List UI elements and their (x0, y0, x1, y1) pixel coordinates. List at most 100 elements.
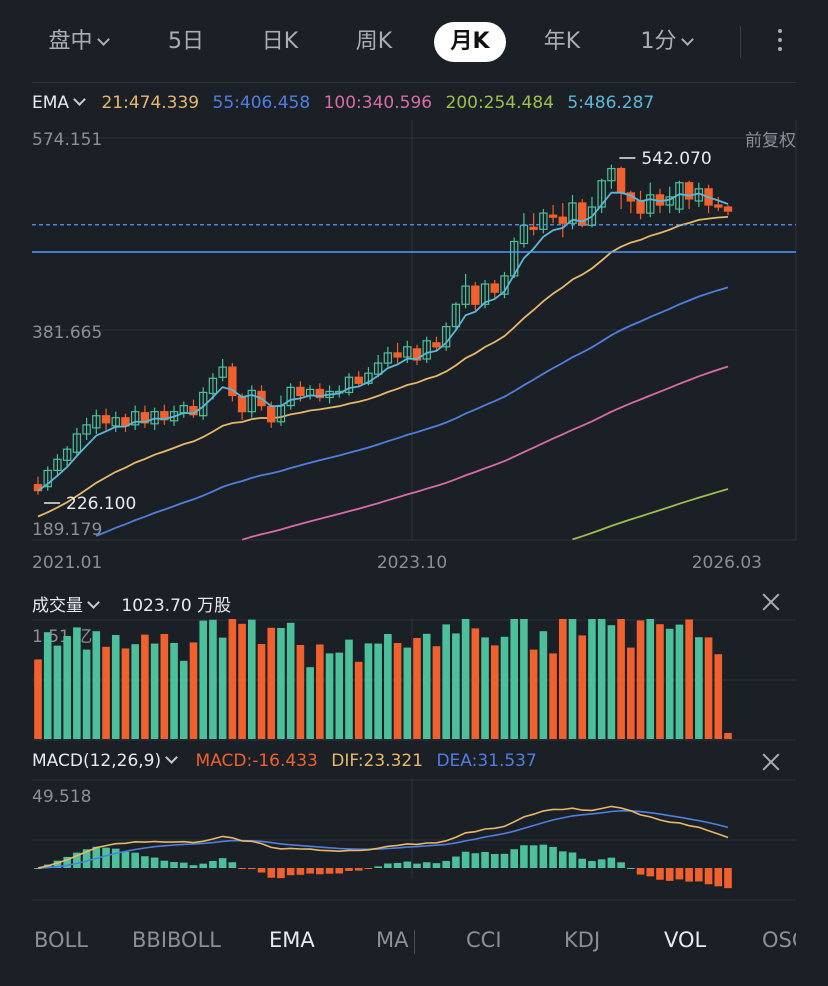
volume-bar (481, 637, 489, 739)
macd-bar (403, 861, 412, 868)
tab-osc[interactable]: OSC (762, 928, 796, 952)
tab-boll[interactable]: BOLL (34, 928, 88, 952)
tab-bbiboll[interactable]: BBIBOLL (132, 928, 221, 952)
macd-bar (617, 862, 625, 868)
volume-bar (228, 619, 237, 739)
volume-bar (92, 631, 101, 739)
candle (714, 204, 723, 208)
macd-bar (675, 868, 684, 880)
ema-indicator-header: EMA 21:474.339 55:406.458 100:340.596 20… (32, 93, 654, 113)
macd-bar (150, 857, 159, 868)
volume-bar (345, 639, 353, 739)
volume-bar (636, 620, 645, 739)
volume-bar (53, 645, 62, 739)
macd-bar (549, 846, 557, 868)
volume-bar (189, 642, 198, 739)
more-icon[interactable] (770, 24, 790, 60)
tab-intraday[interactable]: 盘中 (36, 22, 120, 62)
macd-bar (452, 856, 460, 868)
candle (558, 216, 567, 224)
candle (286, 386, 295, 407)
candle (373, 362, 383, 375)
tab-weekly-k[interactable]: 周K (355, 29, 393, 54)
macd-bar (432, 863, 441, 868)
macd-bar (539, 844, 548, 868)
tab-1min[interactable]: 1分 (626, 22, 706, 62)
volume-bar (704, 637, 713, 739)
macd-chart[interactable]: 49.518 (0, 778, 828, 902)
volume-bar (354, 661, 363, 739)
tab-cci[interactable]: CCI (466, 928, 502, 952)
macd-bar (92, 846, 101, 868)
volume-bar (646, 619, 655, 739)
ema-selector[interactable]: EMA (32, 93, 86, 113)
candle (228, 366, 237, 397)
tab-yearly-k[interactable]: 年K (543, 29, 581, 54)
macd-bar (170, 862, 178, 868)
volume-bar (248, 619, 256, 739)
macd-bar (286, 868, 295, 876)
candle (101, 415, 111, 424)
volume-bar (597, 619, 606, 739)
dif-value: DIF:23.321 (331, 751, 424, 771)
macd-bar (665, 868, 674, 881)
candlestick-chart[interactable]: 574.151 381.665 189.179 前复权 542.070 226.100 20… (0, 120, 828, 580)
high-label: 542.070 (641, 149, 711, 169)
macd-bar (354, 868, 363, 871)
y-axis-label: 574.151 (32, 130, 102, 150)
volume-bar (209, 619, 217, 739)
tab-ema[interactable]: EMA (269, 928, 315, 952)
macd-bar (160, 860, 169, 868)
candle (208, 377, 218, 395)
macd-bar (345, 868, 353, 871)
volume-bar (316, 644, 324, 739)
candle (393, 352, 402, 358)
tab-kdj[interactable]: KDJ (564, 928, 601, 952)
macd-bar (461, 851, 470, 868)
volume-value: 1023.70 万股 (121, 596, 232, 616)
macd-bar (588, 861, 596, 868)
tab-ma[interactable]: MA (376, 928, 409, 952)
tab-vol[interactable]: VOL (664, 928, 707, 952)
candle (130, 411, 140, 426)
macd-bar (500, 853, 509, 868)
candle (111, 417, 120, 427)
macd-bar (607, 857, 616, 868)
volume-bar (714, 654, 723, 739)
volume-bar (43, 632, 52, 739)
volume-bar (510, 619, 518, 739)
volume-bar (558, 619, 567, 739)
volume-chart[interactable]: 1.51 亿 (0, 618, 828, 742)
candle (412, 348, 422, 361)
volume-bar (607, 625, 616, 739)
macd-bar (199, 863, 208, 868)
close-icon[interactable] (762, 753, 780, 771)
volume-bar (325, 653, 334, 739)
candle (539, 212, 548, 230)
close-icon[interactable] (762, 593, 780, 611)
tab-5day[interactable]: 5日 (168, 29, 204, 54)
volume-bar (111, 635, 120, 739)
candle (568, 202, 577, 224)
volume-selector[interactable]: 成交量 (32, 596, 100, 616)
volume-bar (539, 631, 548, 739)
macd-bar (209, 860, 217, 868)
candle (43, 469, 52, 488)
macd-bar (384, 863, 392, 868)
candle (471, 285, 480, 305)
volume-bar (364, 643, 373, 739)
macd-bar (34, 868, 42, 869)
candle (296, 386, 305, 397)
macd-selector[interactable]: MACD(12,26,9) (32, 751, 178, 771)
ema100-line (241, 365, 729, 541)
macd-header: MACD(12,26,9) MACD:-16.433 DIF:23.321 DE… (32, 751, 537, 771)
chevron-down-icon (165, 751, 178, 764)
tab-monthly-k[interactable]: 月K (434, 22, 506, 62)
macd-bar (189, 865, 198, 868)
volume-bar (685, 619, 693, 739)
candle (461, 285, 470, 305)
tab-daily-k[interactable]: 日K (261, 29, 299, 54)
macd-bar (63, 856, 71, 868)
ema21-value: 21:474.339 (101, 93, 200, 113)
y-axis-label: 381.665 (32, 323, 102, 343)
